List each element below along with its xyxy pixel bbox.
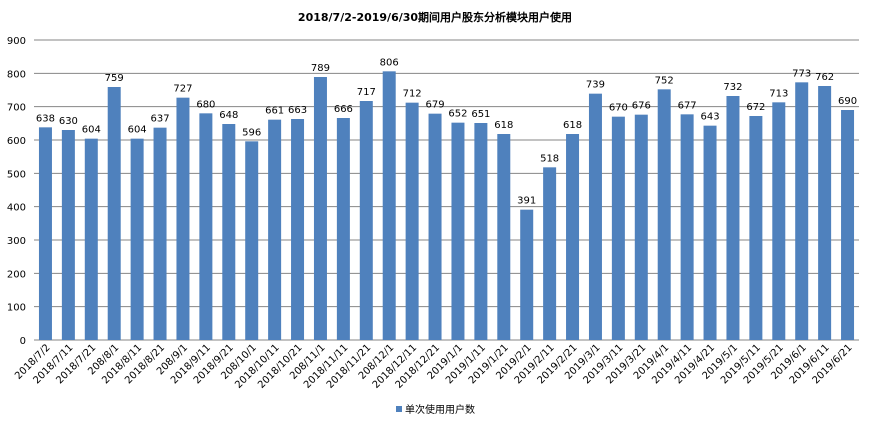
data-label: 759 (105, 73, 124, 84)
y-tick-label: 700 (7, 103, 26, 114)
legend: 单次使用用户数 (396, 403, 475, 416)
bar (38, 127, 52, 340)
legend-label: 单次使用用户数 (405, 403, 475, 416)
y-tick-label: 100 (7, 303, 26, 314)
data-label: 670 (609, 103, 628, 114)
y-tick-label: 400 (7, 203, 26, 214)
data-label: 666 (334, 104, 353, 115)
data-label: 661 (265, 106, 284, 117)
data-label: 672 (746, 102, 765, 113)
bar (474, 123, 488, 340)
bar (336, 118, 350, 340)
data-label: 638 (36, 113, 55, 124)
bar (818, 86, 832, 340)
data-label: 596 (242, 127, 261, 138)
data-label: 663 (288, 105, 307, 116)
data-label: 677 (678, 100, 697, 111)
bar (222, 124, 236, 340)
bar (657, 89, 671, 340)
y-tick-label: 600 (7, 136, 26, 147)
data-label: 630 (59, 116, 78, 127)
data-label: 713 (769, 88, 788, 99)
bar (130, 138, 144, 340)
bar (703, 125, 717, 341)
y-tick-label: 0 (20, 336, 26, 347)
bar (772, 102, 786, 340)
y-tick-label: 500 (7, 169, 26, 180)
data-label: 637 (150, 114, 169, 125)
data-label: 717 (357, 87, 376, 98)
data-label: 643 (700, 112, 719, 123)
bar (84, 138, 98, 340)
bar (497, 134, 511, 340)
bar (634, 114, 648, 341)
data-label: 732 (723, 82, 742, 93)
data-label: 651 (471, 109, 490, 120)
data-label: 618 (563, 120, 582, 131)
bar (245, 141, 259, 340)
y-tick-label: 300 (7, 236, 26, 247)
data-label: 604 (128, 125, 147, 136)
y-tick-label: 800 (7, 69, 26, 80)
data-label: 652 (448, 109, 467, 120)
bar (359, 101, 373, 340)
bar (749, 116, 763, 340)
data-label: 762 (815, 72, 834, 83)
bar (611, 116, 625, 341)
data-label: 806 (380, 57, 399, 68)
legend-swatch (396, 406, 402, 412)
data-label: 712 (403, 89, 422, 100)
bar (268, 119, 282, 341)
bar (313, 77, 327, 340)
chart-title: 2018/7/2-2019/6/30期间用户股东分析模块用户使用 (298, 10, 572, 24)
data-label: 680 (196, 99, 215, 110)
bar (405, 102, 419, 341)
data-label: 518 (540, 153, 559, 164)
data-label: 676 (632, 101, 651, 112)
data-label: 739 (586, 80, 605, 91)
bar (520, 209, 534, 340)
bar (588, 93, 602, 341)
bar (382, 71, 396, 340)
bar (726, 96, 740, 340)
bar (543, 167, 557, 340)
bar (107, 87, 121, 340)
bar (680, 114, 694, 340)
bar (291, 119, 305, 340)
bar (61, 130, 75, 340)
data-label: 679 (425, 100, 444, 111)
y-tick-label: 900 (7, 36, 26, 47)
bar (199, 113, 213, 340)
bar (153, 127, 167, 341)
data-label: 648 (219, 110, 238, 121)
y-tick-label: 200 (7, 269, 26, 280)
data-label: 773 (792, 68, 811, 79)
data-label: 604 (82, 125, 101, 136)
data-label: 727 (173, 84, 192, 95)
bar (795, 82, 809, 340)
bar (451, 122, 465, 341)
data-label: 618 (494, 120, 513, 131)
data-label: 690 (838, 96, 857, 107)
bar (176, 97, 190, 341)
bar (841, 110, 855, 340)
data-label: 391 (517, 196, 536, 207)
data-label: 789 (311, 63, 330, 74)
bar (566, 134, 580, 340)
bar (428, 113, 442, 341)
data-label: 752 (655, 75, 674, 86)
